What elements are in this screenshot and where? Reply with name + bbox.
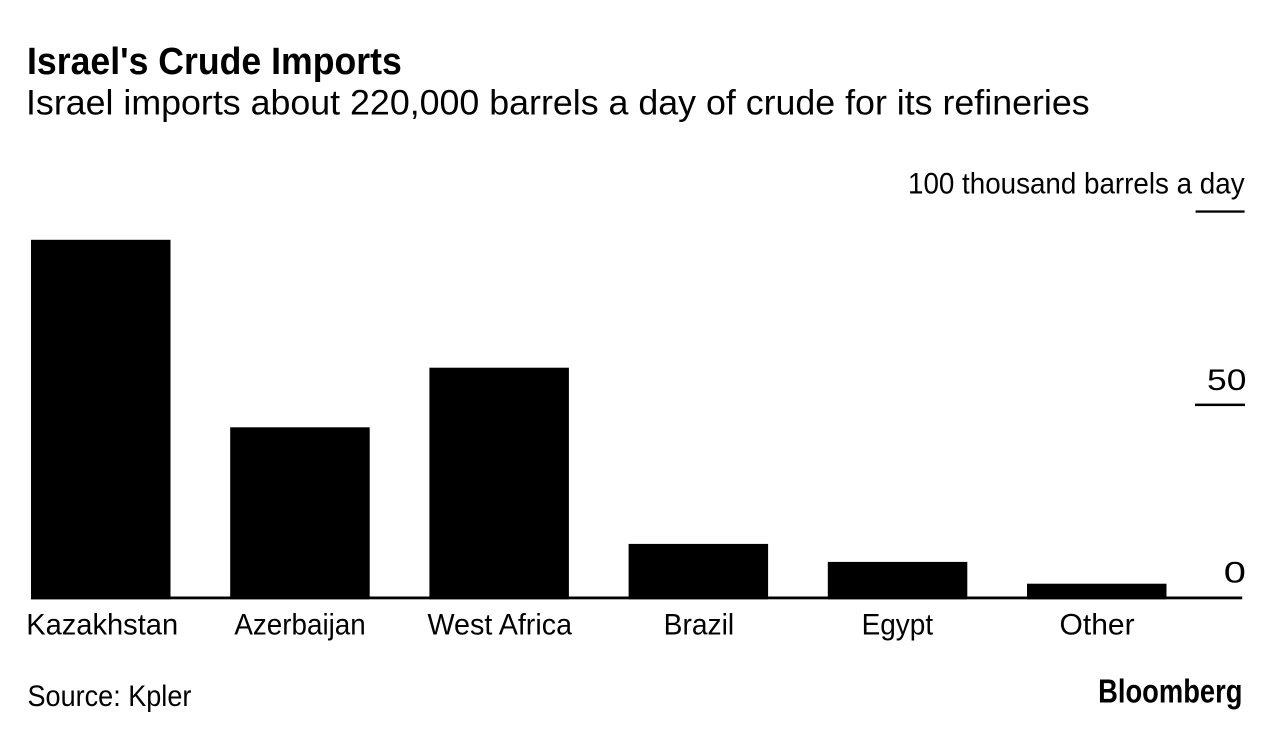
svg-text:0: 0 <box>1224 556 1246 589</box>
svg-text:Azerbaijan: Azerbaijan <box>234 609 365 642</box>
svg-text:Kazakhstan: Kazakhstan <box>26 608 178 641</box>
svg-text:50: 50 <box>1207 364 1246 397</box>
svg-text:Israel imports about 220,000 b: Israel imports about 220,000 barrels a d… <box>26 83 1090 123</box>
svg-text:West Africa: West Africa <box>427 609 572 641</box>
svg-text:Source: Kpler: Source: Kpler <box>28 679 192 712</box>
svg-text:Israel's Crude Imports: Israel's Crude Imports <box>27 40 402 82</box>
svg-text:Brazil: Brazil <box>664 609 734 642</box>
svg-text:Egypt: Egypt <box>862 609 934 642</box>
svg-text:Bloomberg: Bloomberg <box>1098 673 1242 710</box>
svg-text:100 thousand barrels a day: 100 thousand barrels a day <box>908 168 1245 201</box>
svg-text:Other: Other <box>1060 609 1135 642</box>
